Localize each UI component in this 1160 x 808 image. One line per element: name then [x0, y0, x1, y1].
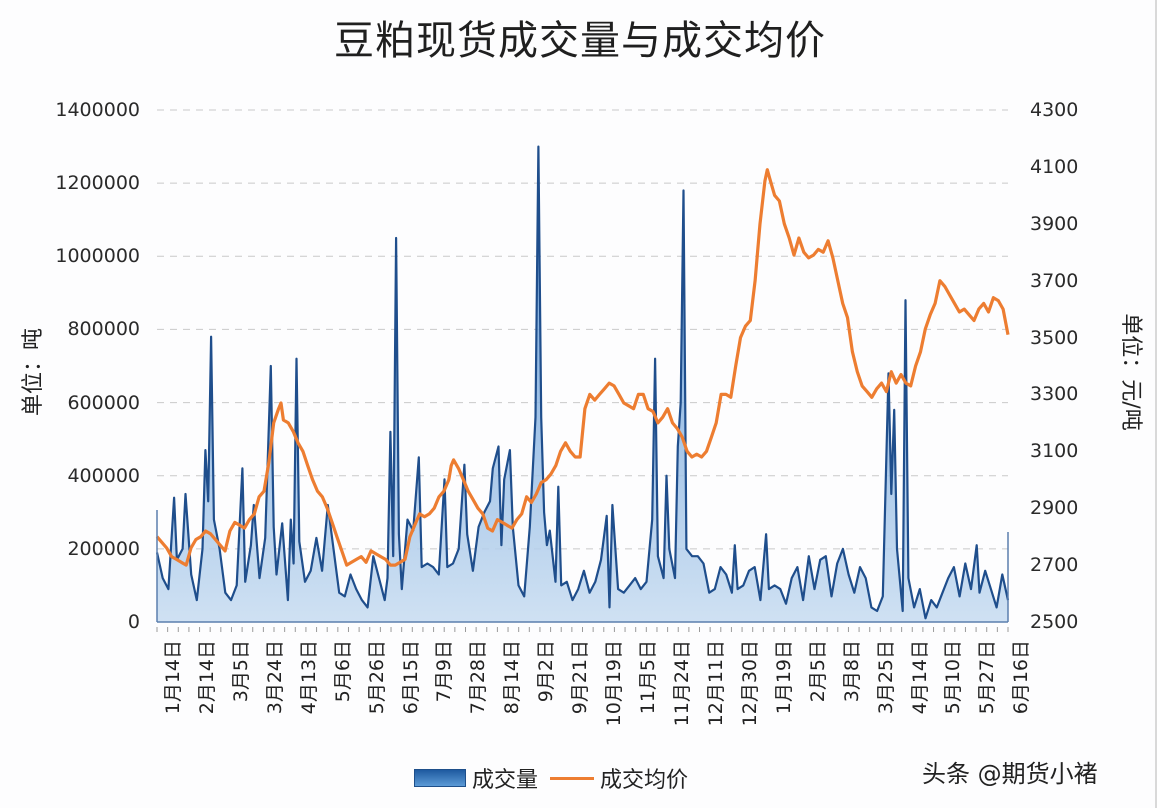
x-tick-label: 6月15日 — [399, 640, 422, 715]
legend-price-label: 成交均价 — [600, 768, 689, 793]
left-y-tick: 1200000 — [55, 172, 140, 195]
x-tick-label: 12月11日 — [704, 640, 727, 727]
right-y-tick: 3100 — [1030, 440, 1079, 463]
x-tick-label: 7月28日 — [467, 640, 490, 715]
left-y-tick: 600000 — [67, 391, 140, 414]
x-tick-label: 5月26日 — [365, 640, 388, 715]
right-y-tick: 2900 — [1030, 497, 1079, 520]
x-tick-label: 9月2日 — [535, 640, 558, 703]
left-y-tick: 800000 — [67, 318, 140, 341]
legend: 成交量 成交均价 — [414, 762, 692, 794]
left-y-tick: 200000 — [67, 537, 140, 560]
volume-area — [157, 146, 1008, 622]
x-tick-label: 5月6日 — [331, 640, 354, 703]
x-tick-label: 9月21日 — [569, 640, 592, 715]
x-tick-label: 2月5日 — [806, 640, 829, 703]
x-tick-label: 11月5日 — [637, 640, 660, 715]
left-y-tick: 400000 — [67, 464, 140, 487]
gridlines — [157, 109, 1008, 550]
right-y-tick: 2500 — [1030, 611, 1079, 633]
x-tick-label: 2月14日 — [195, 640, 218, 715]
x-tick-label: 3月24日 — [263, 640, 286, 715]
x-tick-label: 7月9日 — [433, 640, 456, 703]
right-y-tick: 3500 — [1030, 326, 1079, 349]
volume-line — [155, 145, 1010, 620]
x-tick-label: 5月10日 — [942, 640, 965, 715]
x-tick-label: 12月30日 — [738, 640, 761, 727]
x-tick-label: 5月27日 — [976, 640, 999, 715]
x-tick-label: 4月14日 — [908, 640, 931, 715]
left-y-tick: 1400000 — [55, 99, 140, 121]
x-tick-label: 10月19日 — [603, 640, 626, 727]
legend-volume-swatch-icon — [414, 769, 466, 787]
watermark: 头条 @期货小褚 — [922, 760, 1098, 788]
price-line — [155, 168, 1010, 567]
x-tick-label: 8月14日 — [501, 640, 524, 715]
legend-price-swatch-icon — [550, 776, 595, 780]
x-tick-label: 6月16日 — [1010, 640, 1033, 715]
right-y-tick: 2700 — [1030, 554, 1079, 577]
x-tick-label: 1月19日 — [772, 640, 795, 715]
x-tick-label: 3月5日 — [229, 640, 252, 703]
right-y-tick: 3300 — [1030, 383, 1079, 406]
x-tick-label: 1月14日 — [162, 640, 184, 715]
right-y-tick: 3700 — [1030, 269, 1079, 292]
right-y-tick: 4300 — [1030, 99, 1079, 121]
x-tick-label: 3月8日 — [840, 640, 863, 703]
x-tick-label: 11月24日 — [670, 640, 693, 727]
right-y-tick: 4100 — [1030, 155, 1079, 178]
x-tick-label: 3月25日 — [874, 640, 897, 715]
right-y-tick: 3900 — [1030, 212, 1079, 235]
chart-title: 豆粕现货成交量与成交均价 — [334, 18, 826, 64]
legend-volume-label: 成交量 — [472, 768, 539, 793]
left-y-tick: 0 — [127, 611, 140, 633]
axes — [156, 510, 1009, 632]
left-y-tick: 1000000 — [55, 245, 140, 268]
x-tick-label: 4月13日 — [297, 640, 320, 715]
